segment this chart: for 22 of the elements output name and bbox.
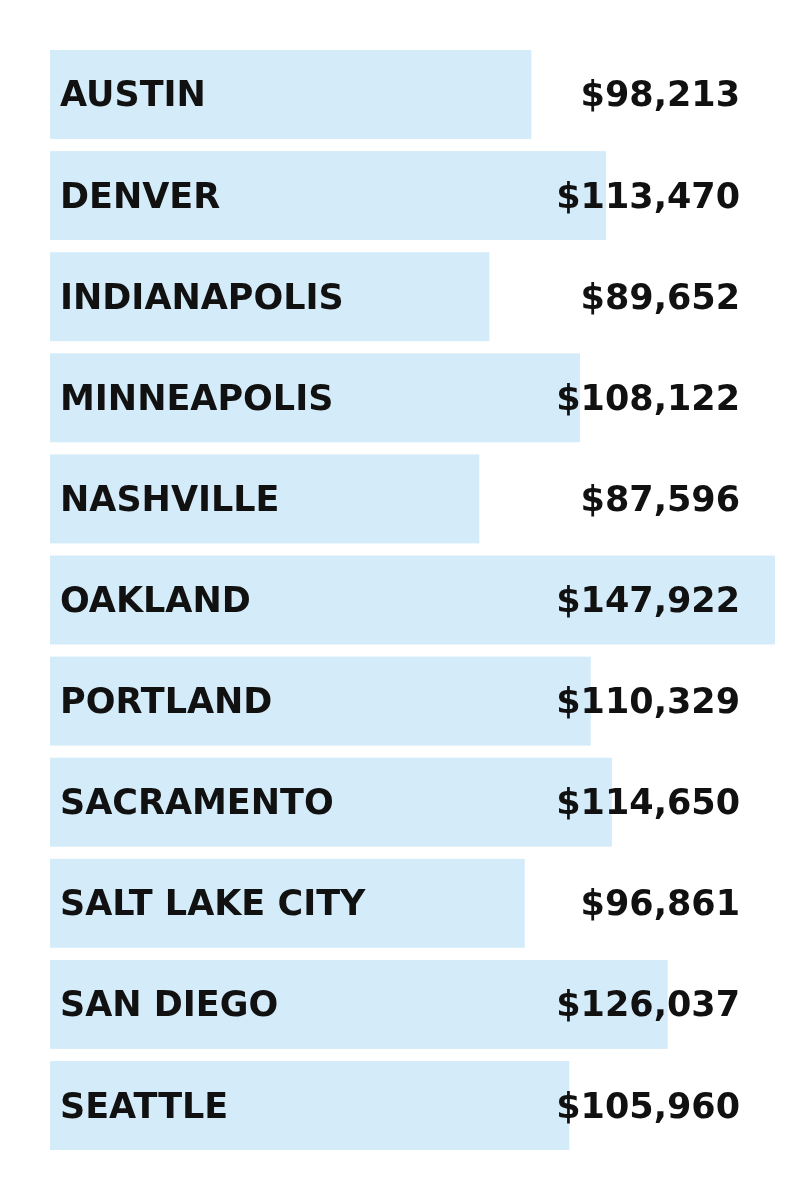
data-label: $114,650 [556,782,740,823]
data-label: $110,329 [556,681,740,722]
data-label: $126,037 [556,984,740,1025]
data-label: $105,960 [556,1085,740,1126]
data-label: $87,596 [580,478,740,519]
data-label: $147,922 [556,580,740,620]
data-label: $113,470 [556,175,740,216]
y-tick-label: SALT LAKE CITY [60,883,367,924]
y-tick-label: MINNEAPOLIS [60,377,334,418]
y-tick-label: AUSTIN [60,74,206,115]
y-tick-label: PORTLAND [60,681,273,722]
data-label: $89,652 [580,276,740,317]
y-tick-label: OAKLAND [60,580,251,620]
y-tick-label: SACRAMENTO [60,782,334,823]
y-tick-label: NASHVILLE [60,478,280,519]
y-tick-label: DENVER [60,175,221,216]
data-label: $98,213 [580,74,740,115]
data-label: $96,861 [580,883,740,924]
data-label: $108,122 [556,377,740,418]
y-tick-label: INDIANAPOLIS [60,276,344,317]
y-tick-label: SEATTLE [60,1085,229,1126]
y-tick-label: SAN DIEGO [60,984,279,1025]
